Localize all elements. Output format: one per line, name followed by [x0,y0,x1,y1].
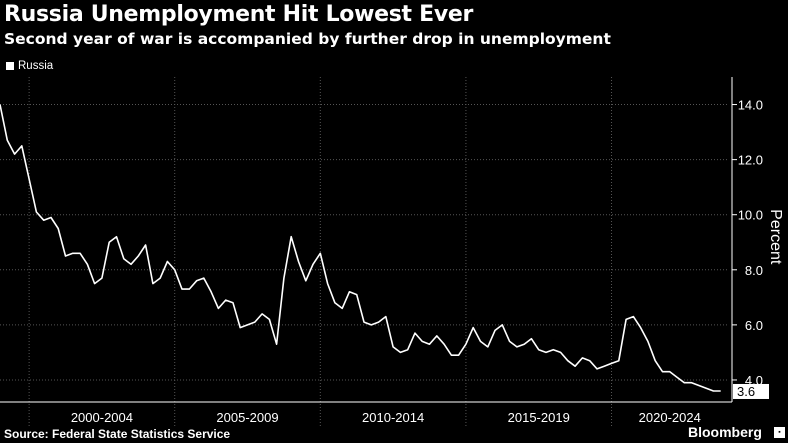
chart-subtitle: Second year of war is accompanied by fur… [4,30,611,48]
chart-title: Russia Unemployment Hit Lowest Ever [4,2,474,27]
x-tick-label: 2000-2004 [71,410,133,425]
legend: Russia [6,60,53,72]
y-tick-label: 10.0 [738,208,763,223]
x-tick-label: 2010-2014 [362,410,424,425]
bloomberg-logo-icon: ▪ [774,427,785,438]
y-tick-label: 8.0 [745,263,763,278]
y-tick-label: 6.0 [745,318,763,333]
legend-label: Russia [18,60,54,72]
brand-name: Bloomberg [688,424,762,440]
y-axis-title: Percent [767,209,784,265]
series-line-russia [0,104,721,392]
y-tick-label: 12.0 [738,153,763,168]
source-note: Source: Federal State Statistics Service [4,427,231,441]
x-tick-label: 2005-2009 [216,410,278,425]
last-value-box [733,383,769,399]
y-tick-label: 14.0 [738,98,763,113]
x-tick-label: 2020-2024 [639,410,701,425]
x-tick-label: 2015-2019 [508,410,570,425]
last-value-label: 3.6 [737,384,755,399]
legend-swatch [6,62,14,70]
